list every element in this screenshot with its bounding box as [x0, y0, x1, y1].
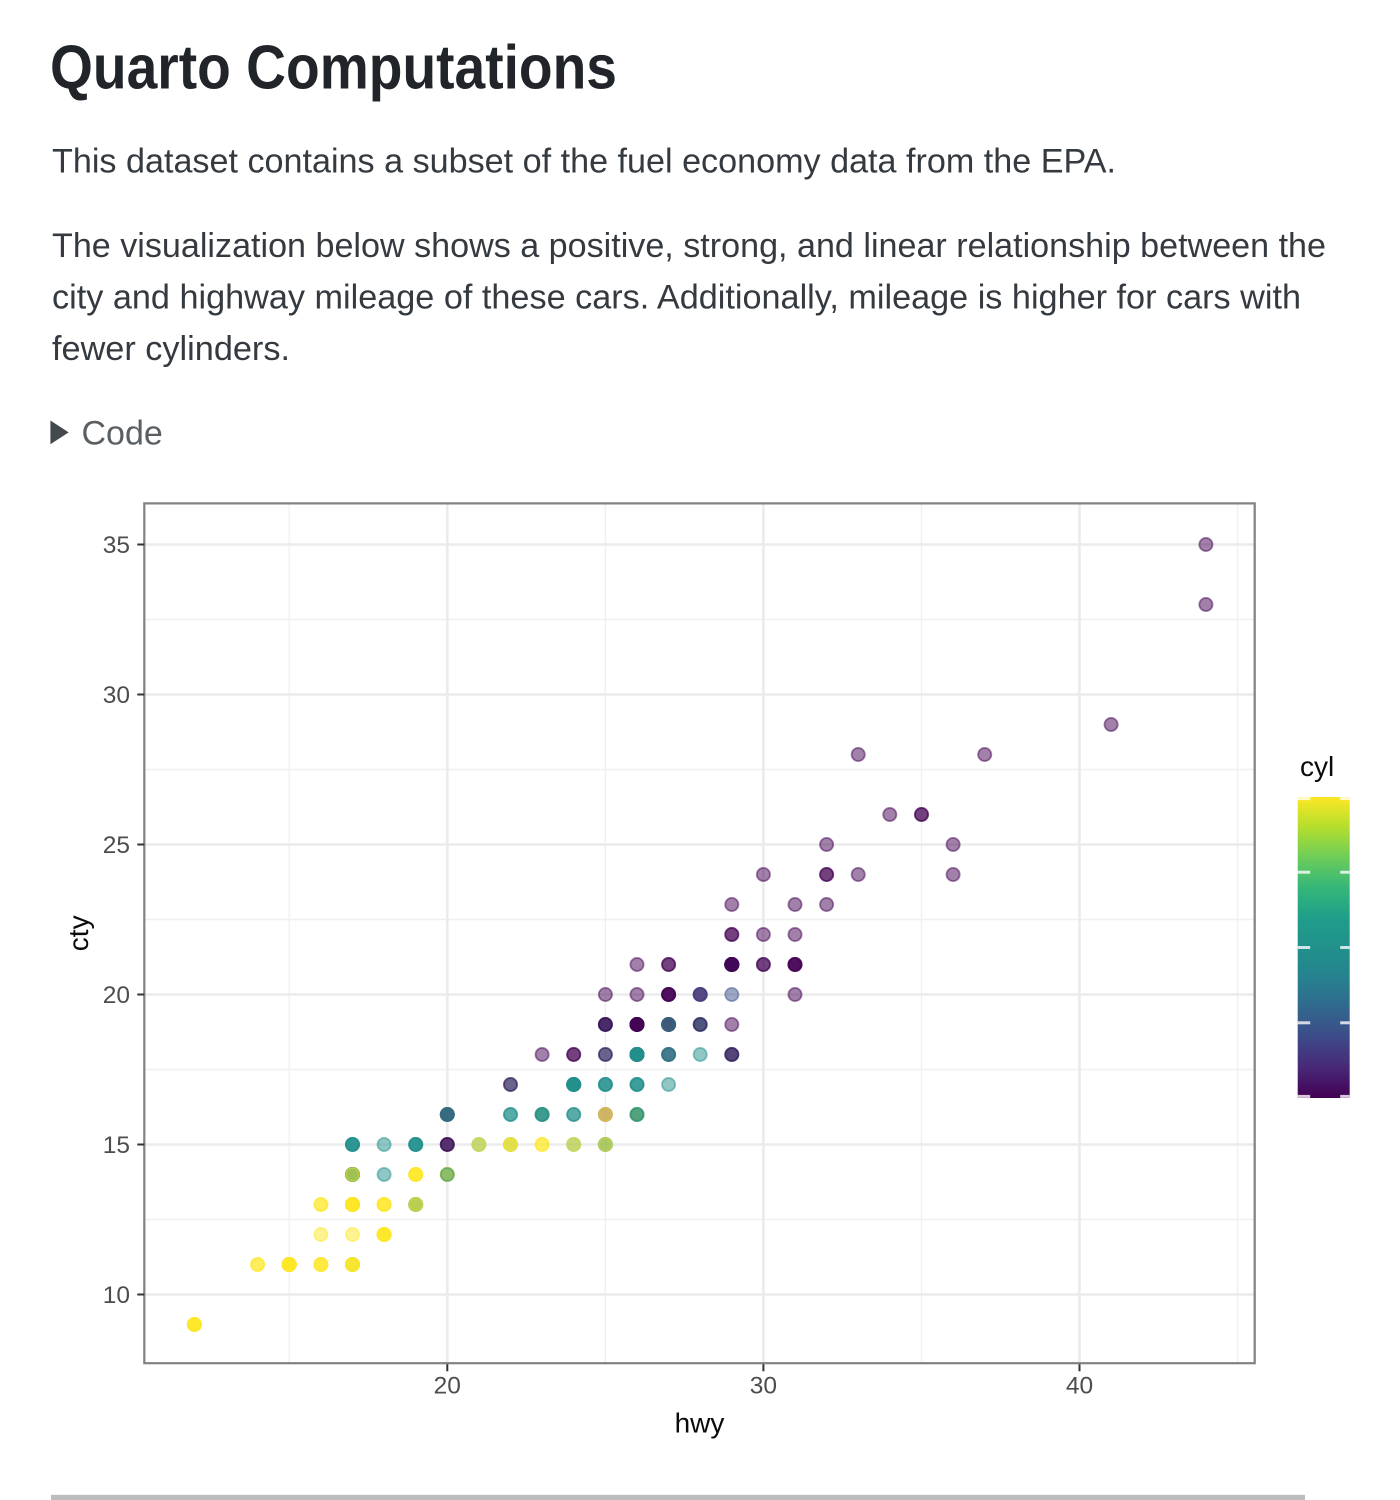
svg-text:hwy: hwy — [675, 1408, 725, 1439]
svg-text:25: 25 — [103, 832, 130, 859]
svg-text:fewer cylinders.: fewer cylinders. — [52, 330, 290, 368]
svg-text:15: 15 — [103, 1132, 130, 1159]
svg-text:city and highway mileage of th: city and highway mileage of these cars. … — [52, 279, 1301, 317]
svg-text:cyl: cyl — [1300, 751, 1334, 782]
svg-text:20: 20 — [103, 982, 130, 1009]
svg-text:35: 35 — [103, 532, 130, 559]
svg-text:10: 10 — [103, 1282, 130, 1309]
svg-text:30: 30 — [103, 682, 130, 709]
svg-text:Code: Code — [82, 414, 163, 452]
svg-text:Quarto Computations: Quarto Computations — [50, 34, 617, 103]
svg-text:This dataset contains a subset: This dataset contains a subset of the fu… — [52, 143, 1116, 181]
svg-text:cty: cty — [63, 915, 94, 951]
svg-text:30: 30 — [750, 1373, 777, 1400]
svg-text:20: 20 — [434, 1373, 461, 1400]
svg-text:The visualization below shows: The visualization below shows a positive… — [52, 227, 1326, 265]
svg-text:40: 40 — [1066, 1373, 1093, 1400]
